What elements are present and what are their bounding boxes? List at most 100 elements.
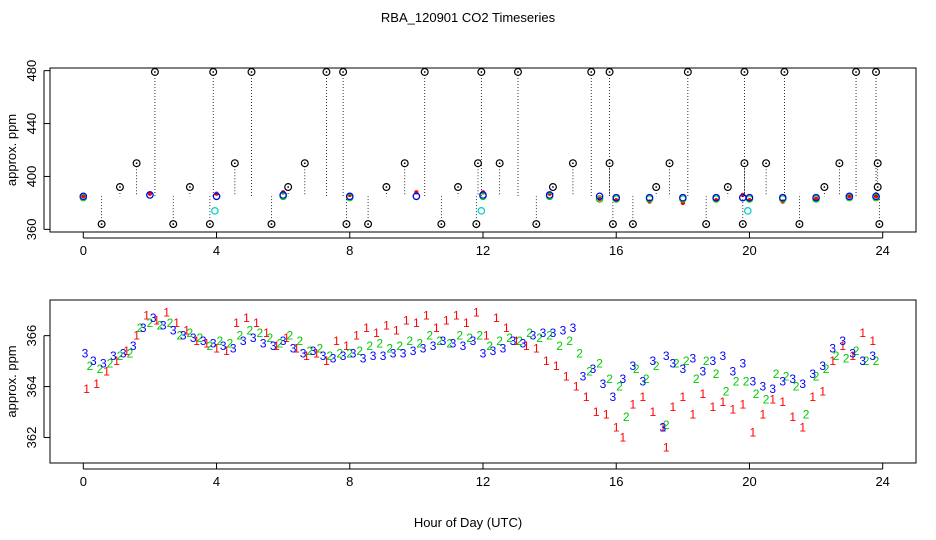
data-point: 2 xyxy=(863,354,870,368)
y-axis-label: approx. ppm xyxy=(4,114,19,186)
data-point: 3 xyxy=(580,369,587,383)
data-point: 1 xyxy=(223,344,230,358)
data-point: 1 xyxy=(670,400,677,414)
data-point: 1 xyxy=(789,410,796,424)
data-point: 3 xyxy=(280,334,287,348)
x-tick-label: 16 xyxy=(609,243,623,258)
data-point: 2 xyxy=(336,346,343,360)
data-point: 1 xyxy=(503,321,510,335)
data-point: 3 xyxy=(610,390,617,404)
outlier-center xyxy=(270,223,273,225)
outlier-center xyxy=(552,186,554,188)
outlier-center xyxy=(590,71,593,73)
chart-title: RBA_120901 CO2 Timeseries xyxy=(381,10,556,25)
outlier-center xyxy=(342,71,345,73)
x-tick-label: 0 xyxy=(80,474,87,489)
data-point xyxy=(595,192,604,201)
data-point: 3 xyxy=(140,321,147,335)
data-point: 1 xyxy=(83,382,90,396)
data-point: 2 xyxy=(247,324,254,338)
data-point: 2 xyxy=(516,334,523,348)
x-axis-label: Hour of Day (UTC) xyxy=(414,515,522,530)
outlier-center xyxy=(475,223,478,225)
outlier-center xyxy=(517,71,519,73)
data-point: 2 xyxy=(606,372,613,386)
data-point: 3 xyxy=(510,334,517,348)
data-point: 1 xyxy=(533,341,540,355)
data-point: 1 xyxy=(779,395,786,409)
data-point: 3 xyxy=(749,375,756,389)
data-point: 2 xyxy=(623,410,630,424)
data-point: 3 xyxy=(90,354,97,368)
outlier-center xyxy=(212,71,215,73)
data-point: 2 xyxy=(566,334,573,348)
data-point: 3 xyxy=(600,377,607,391)
data-point: 2 xyxy=(107,357,114,371)
y-tick-label: 366 xyxy=(24,325,39,347)
outlier-center xyxy=(572,162,574,165)
outlier-center xyxy=(119,186,121,188)
data-point: 2 xyxy=(526,326,533,340)
data-point: 1 xyxy=(799,420,806,434)
data-point: 2 xyxy=(256,326,263,340)
data-point: 1 xyxy=(663,441,670,455)
data-point: 3 xyxy=(680,362,687,376)
data-point xyxy=(847,194,852,199)
data-point: 3 xyxy=(839,334,846,348)
data-point: 2 xyxy=(753,387,760,401)
data-point: 1 xyxy=(393,324,400,338)
data-point xyxy=(147,191,153,196)
outlier-center xyxy=(535,223,538,225)
data-point: 3 xyxy=(150,311,157,325)
data-point: 3 xyxy=(699,364,706,378)
data-point: 1 xyxy=(203,336,210,350)
data-point: 2 xyxy=(733,375,740,389)
data-point: 3 xyxy=(849,346,856,360)
data-point: 1 xyxy=(183,324,190,338)
data-point: 3 xyxy=(550,326,557,340)
data-point: 1 xyxy=(113,354,120,368)
data-point: 2 xyxy=(167,316,174,330)
data-point: 1 xyxy=(563,369,570,383)
x-tick-label: 4 xyxy=(213,474,220,489)
data-point: 2 xyxy=(783,369,790,383)
data-point xyxy=(146,191,154,199)
data-point: 2 xyxy=(546,329,553,343)
data-point: 1 xyxy=(313,346,320,360)
data-point: 1 xyxy=(849,349,856,363)
data-point: 1 xyxy=(473,306,480,320)
data-point: 3 xyxy=(769,382,776,396)
x-tick-label: 24 xyxy=(875,243,889,258)
data-point: 1 xyxy=(273,339,280,353)
data-point xyxy=(845,192,854,201)
data-point xyxy=(212,192,221,201)
x-tick-label: 20 xyxy=(742,474,756,489)
data-point: 1 xyxy=(133,329,140,343)
data-point: 2 xyxy=(426,329,433,343)
data-point: 3 xyxy=(829,341,836,355)
data-point: 1 xyxy=(353,329,360,343)
outlier-center xyxy=(423,71,426,73)
data-point: 3 xyxy=(400,346,407,360)
data-point: 3 xyxy=(320,349,327,363)
data-point: 1 xyxy=(463,316,470,330)
data-point: 2 xyxy=(276,336,283,350)
data-point: 1 xyxy=(233,316,240,330)
data-point: 3 xyxy=(190,331,197,345)
data-point: 2 xyxy=(843,352,850,366)
data-point: 2 xyxy=(833,349,840,363)
outlier-center xyxy=(612,223,614,225)
data-point: 2 xyxy=(476,329,483,343)
data-point: 3 xyxy=(300,346,307,360)
data-point: 2 xyxy=(853,344,860,358)
data-point: 2 xyxy=(227,336,234,350)
top-panel: 0 4 8 12 16 20 24 360 400 440 480 approx. ppm xyxy=(4,60,917,258)
data-point: 2 xyxy=(326,349,333,363)
series-3 xyxy=(211,207,752,215)
data-point xyxy=(645,193,654,202)
data-point: 2 xyxy=(286,329,293,343)
x-tick-label: 4 xyxy=(213,243,220,258)
outlier-center xyxy=(172,223,175,225)
y-tick-label: 362 xyxy=(24,427,39,449)
